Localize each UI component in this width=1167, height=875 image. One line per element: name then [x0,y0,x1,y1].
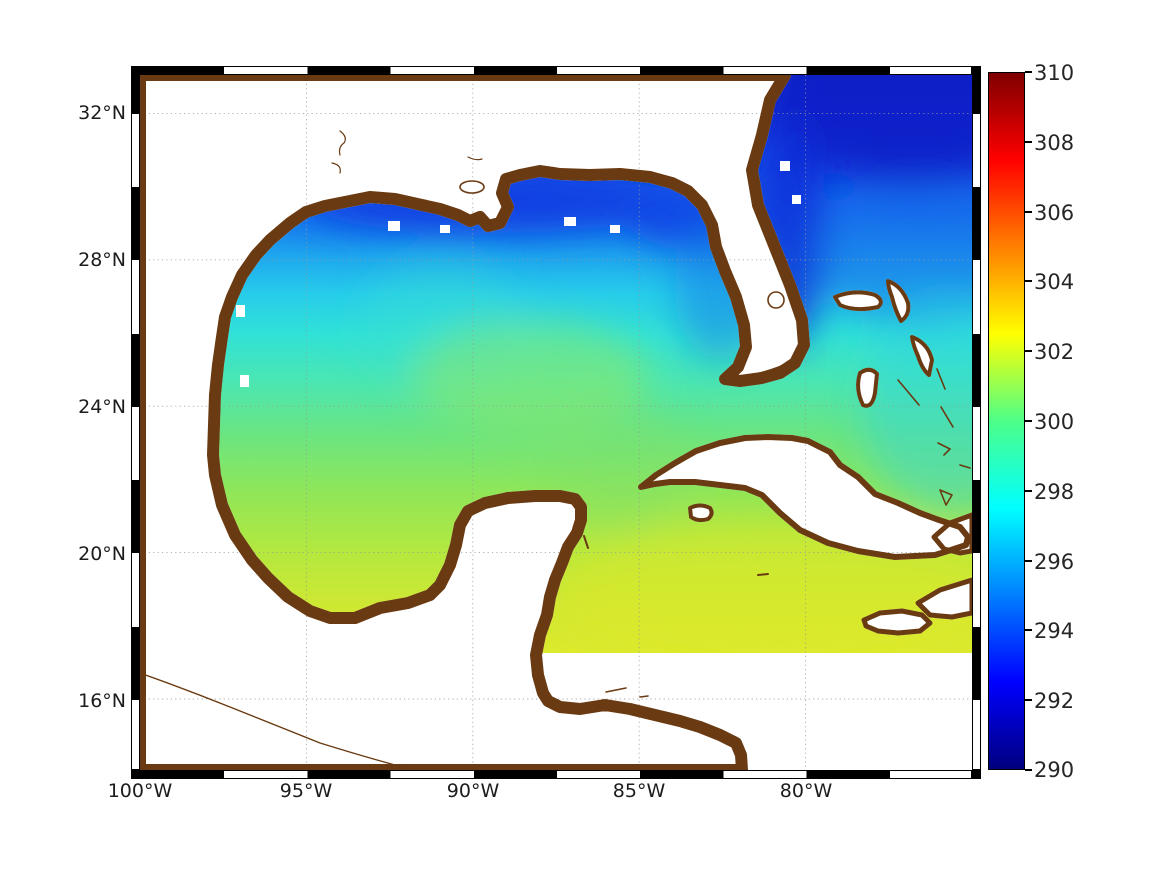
map-frame-top [140,66,972,75]
florida-keys-chain [739,362,789,378]
crooked-island [937,442,951,456]
colorbar-tick [1025,629,1032,631]
cat-island [936,368,946,390]
colorbar-tick [1025,420,1032,422]
x-tick-label-100w: 100°W [107,780,173,802]
cozumel-island [583,535,589,549]
cayman-islands [757,573,769,576]
y-tick-label-20n: 20°N [78,543,126,565]
colorbar-label-290: 290 [1034,758,1075,782]
y-tick-label-16n: 16°N [78,690,126,712]
long-island-bahamas [940,406,954,428]
inland-lake-3 [467,156,483,161]
frame-corner [131,770,140,779]
colorbar-label-294: 294 [1034,619,1075,643]
colorbar-label-302: 302 [1034,340,1075,364]
frame-corner [972,66,981,75]
coastlines [140,75,972,770]
colorbar-tick [1025,490,1032,492]
colorbar-tick [1025,141,1032,143]
colorbar-tick [1025,280,1032,282]
colorbar-label-296: 296 [1034,550,1075,574]
guanaja-island [639,695,649,698]
colorbar-label-308: 308 [1034,131,1075,155]
x-tick-label-80w: 80°W [779,780,833,802]
colorbar-label-306: 306 [1034,201,1075,225]
colorbar-label-304: 304 [1034,270,1075,294]
colorbar-label-300: 300 [1034,410,1075,434]
mayaguana-island [959,464,971,469]
colorbar-tick [1025,769,1032,771]
map-frame-left [131,75,140,770]
bay-islands-honduras [605,687,627,693]
inland-lake-1 [338,130,346,156]
exuma-chain [897,379,920,406]
lake-okeechobee [767,291,785,309]
colorbar-tick [1025,211,1032,213]
map-frame-right [972,75,981,770]
colorbar-label-292: 292 [1034,689,1075,713]
inland-lake-2 [331,162,341,174]
colorbar-tick [1025,560,1032,562]
y-tick-label-28n: 28°N [78,249,126,271]
colorbar-tick [1025,699,1032,701]
coastal-nodata-pixels [236,161,801,387]
colorbar-tick [1025,71,1032,73]
y-tick-label-24n: 24°N [78,396,126,418]
colorbar-label-310: 310 [1034,61,1075,85]
x-tick-label-85w: 85°W [612,780,666,802]
x-tick-label-90w: 90°W [446,780,500,802]
colorbar-label-298: 298 [1034,480,1075,504]
lake-pontchartrain [459,180,485,194]
colorbar-tick [1025,350,1032,352]
great-inagua [939,489,953,506]
frame-corner [131,66,140,75]
frame-corner [972,770,981,779]
y-tick-label-32n: 32°N [78,102,126,124]
colorbar-gradient [988,72,1025,770]
pacific-coastline [140,672,416,770]
x-tick-label-95w: 95°W [279,780,333,802]
map-frame-bottom [140,770,972,779]
sst-map-plot [140,75,972,770]
